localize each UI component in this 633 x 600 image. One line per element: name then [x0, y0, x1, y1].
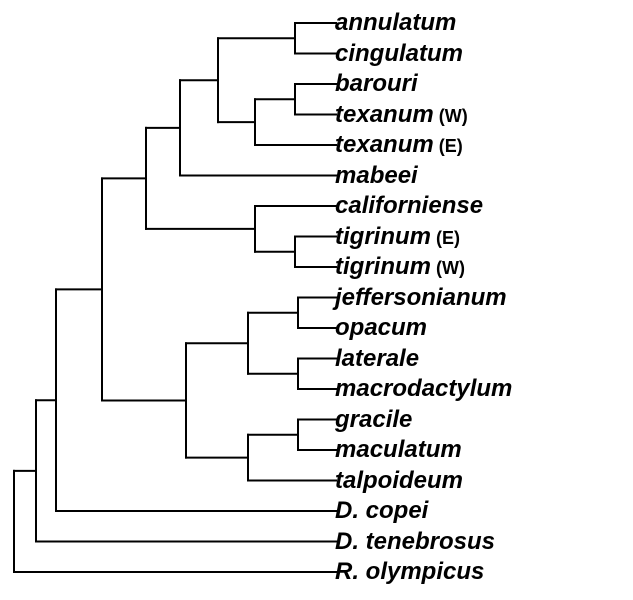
taxon-label: D. tenebrosus	[335, 528, 495, 556]
taxon-label: californiense	[335, 192, 483, 220]
taxon-label: R. olympicus	[335, 558, 484, 586]
taxon-name: D. tenebrosus	[335, 528, 495, 555]
taxon-name: D. copei	[335, 497, 428, 524]
taxon-label: talpoideum	[335, 467, 463, 495]
taxon-label: annulatum	[335, 9, 456, 37]
taxon-name: mabeei	[335, 162, 418, 189]
taxon-label: maculatum	[335, 436, 462, 464]
taxon-name: tigrinum	[335, 253, 431, 280]
taxon-label: laterale	[335, 345, 419, 373]
taxon-name: californiense	[335, 192, 483, 219]
taxon-suffix: (E)	[434, 136, 463, 156]
taxon-label: tigrinum (E)	[335, 223, 460, 251]
taxon-suffix: (E)	[431, 228, 460, 248]
taxon-label: jeffersonianum	[335, 284, 507, 312]
taxon-name: maculatum	[335, 436, 462, 463]
taxon-name: gracile	[335, 406, 412, 433]
taxon-name: laterale	[335, 345, 419, 372]
taxon-name: talpoideum	[335, 467, 463, 494]
taxon-label: D. copei	[335, 497, 428, 525]
taxon-label: texanum (W)	[335, 101, 468, 129]
taxon-label: gracile	[335, 406, 412, 434]
taxon-name: annulatum	[335, 9, 456, 36]
taxon-name: texanum	[335, 101, 434, 128]
taxon-label: cingulatum	[335, 40, 463, 68]
taxon-label: texanum (E)	[335, 131, 463, 159]
taxon-label: macrodactylum	[335, 375, 512, 403]
taxon-label: mabeei	[335, 162, 418, 190]
taxon-name: opacum	[335, 314, 427, 341]
taxon-name: cingulatum	[335, 40, 463, 67]
taxon-suffix: (W)	[431, 258, 465, 278]
taxon-label: tigrinum (W)	[335, 253, 465, 281]
taxon-name: texanum	[335, 131, 434, 158]
taxon-label: barouri	[335, 70, 418, 98]
phylogenetic-tree: annulatumcingulatumbarouritexanum (W)tex…	[0, 0, 633, 600]
taxon-name: tigrinum	[335, 223, 431, 250]
taxon-name: macrodactylum	[335, 375, 512, 402]
taxon-name: R. olympicus	[335, 558, 484, 585]
tree-branches	[0, 0, 633, 600]
taxon-name: barouri	[335, 70, 418, 97]
taxon-label: opacum	[335, 314, 427, 342]
taxon-name: jeffersonianum	[335, 284, 507, 311]
taxon-suffix: (W)	[434, 106, 468, 126]
